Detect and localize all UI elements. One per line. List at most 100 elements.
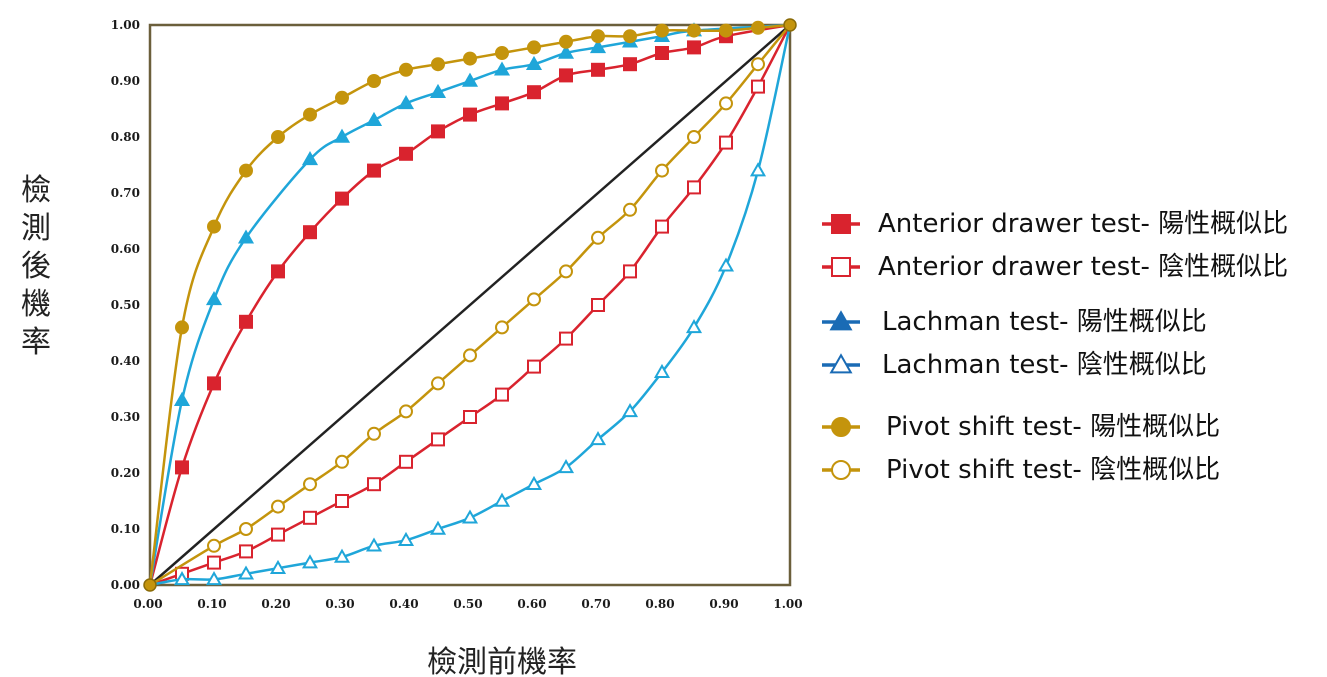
data-point [623, 29, 637, 44]
x-tick-label: 0.30 [325, 597, 354, 611]
legend-item: Pivot shift test- 陰性概似比 [822, 455, 1220, 485]
legend-label: Anterior drawer test- 陰性概似比 [878, 252, 1288, 282]
data-point [527, 85, 541, 100]
data-point [687, 40, 701, 55]
data-point [623, 57, 637, 72]
data-point [687, 180, 701, 195]
data-point [495, 320, 509, 335]
data-point [557, 459, 575, 474]
y-axis-title-text: 檢測後機率 [21, 173, 51, 360]
data-point [207, 555, 221, 570]
data-point [719, 96, 733, 111]
data-point [719, 23, 733, 38]
data-point [429, 83, 447, 98]
data-point [653, 363, 671, 378]
series-3 [149, 24, 792, 587]
series-line [149, 24, 792, 587]
data-point [527, 292, 541, 307]
data-point [301, 151, 319, 166]
data-point [271, 130, 285, 144]
data-point [335, 90, 349, 105]
data-point [751, 57, 765, 72]
x-tick-label: 0.80 [645, 597, 674, 611]
x-axis-title: 檢測前機率 [427, 645, 577, 677]
data-point [205, 291, 223, 306]
data-point [463, 107, 477, 122]
data-point [303, 225, 317, 240]
y-tick-label: 0.40 [111, 354, 140, 368]
data-point [207, 538, 221, 553]
legend-item: Lachman test- 陽性概似比 [822, 307, 1207, 337]
series-4 [148, 20, 791, 586]
data-point [207, 219, 221, 234]
x-tick-label: 0.60 [517, 597, 546, 611]
data-point [527, 40, 541, 55]
data-point [525, 55, 543, 70]
y-tick-label: 0.10 [111, 522, 140, 536]
data-point [269, 559, 287, 574]
data-point [271, 264, 285, 279]
y-tick-label: 0.80 [111, 130, 140, 144]
data-point [655, 219, 669, 234]
y-tick-label: 0.90 [111, 74, 140, 88]
data-point [303, 510, 317, 525]
y-tick-label: 0.20 [111, 466, 140, 480]
legend-marker [831, 214, 851, 234]
data-point [463, 348, 477, 363]
legend-label: Lachman test- 陰性概似比 [882, 350, 1207, 380]
y-axis-title: 檢測後機率 [21, 173, 51, 360]
origin-point [143, 578, 157, 592]
data-point [463, 51, 477, 66]
data-point [239, 163, 253, 178]
data-point [301, 554, 319, 569]
data-point [239, 544, 253, 559]
data-point [431, 57, 445, 72]
series-0 [148, 23, 791, 586]
legend-item: Pivot shift test- 陽性概似比 [822, 412, 1220, 442]
y-tick-label: 0.00 [111, 578, 140, 592]
plot-area [143, 18, 797, 592]
x-tick-label: 0.40 [389, 597, 418, 611]
x-tick-label: 1.00 [773, 597, 802, 611]
data-point [429, 520, 447, 535]
data-point [367, 74, 381, 88]
legend-item: Anterior drawer test- 陽性概似比 [822, 209, 1288, 239]
data-point [173, 391, 191, 406]
data-point [623, 202, 637, 217]
data-point [431, 432, 445, 447]
y-tick-label: 0.70 [111, 186, 140, 200]
y-tick-label: 1.00 [111, 18, 140, 32]
series-5 [149, 24, 791, 587]
data-point [559, 264, 573, 279]
data-point [399, 454, 413, 469]
x-tick-label: 0.50 [453, 597, 482, 611]
data-point [589, 39, 607, 54]
x-tick-label: 0.20 [261, 597, 290, 611]
data-point [525, 475, 543, 490]
data-point [495, 46, 509, 60]
data-point [557, 44, 575, 59]
data-point [591, 298, 605, 312]
data-point [399, 404, 413, 419]
data-point [271, 499, 285, 514]
data-point [687, 130, 701, 144]
data-point [685, 319, 703, 334]
y-tick-label: 0.60 [111, 242, 140, 256]
data-point [655, 163, 669, 178]
legend-marker [831, 460, 851, 480]
x-tick-label: 0.10 [197, 597, 226, 611]
data-point [463, 410, 477, 424]
data-point [175, 460, 189, 475]
legend-marker [829, 353, 853, 374]
data-point [237, 229, 255, 244]
legend-marker [831, 257, 851, 277]
data-point [751, 20, 765, 35]
y-axis-ticks: 0.00 0.10 0.20 0.30 0.40 0.50 0.60 0.70 0.80 0.90… [111, 18, 140, 592]
data-point [719, 135, 733, 150]
data-point [237, 565, 255, 580]
data-point [335, 494, 349, 508]
data-point [655, 23, 669, 38]
series-line [148, 23, 791, 586]
data-point [367, 163, 381, 178]
